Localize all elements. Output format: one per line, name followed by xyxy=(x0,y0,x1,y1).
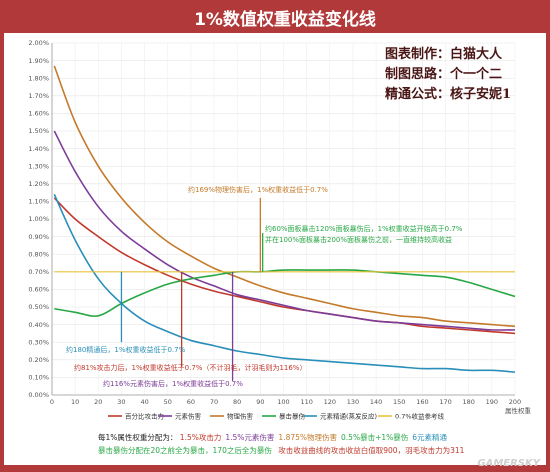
y-tick-label: 1.60% xyxy=(28,110,49,118)
x-tick-label: 40 xyxy=(140,398,148,406)
footer-line-1: 每1%属性权重分配为： 1.5%攻击力 1.5%元素伤害 1.875%物理伤害 0.5… xyxy=(98,432,448,442)
y-tick-label: 0.60% xyxy=(28,286,49,294)
footer-item: 0.5%暴击+1%暴伤 xyxy=(341,432,408,442)
y-tick-label: 1.10% xyxy=(28,198,49,206)
annotation-4: 约81%攻击力后，1%权重收益低于0.7%（不计羽毛，计羽毛则为116%） xyxy=(74,363,306,372)
y-tick-label: 0.00% xyxy=(28,391,49,399)
y-tick-label: 0.40% xyxy=(28,321,49,329)
y-tick-label: 1.80% xyxy=(28,74,49,82)
x-tick-label: 130 xyxy=(347,398,359,406)
annotation-layer: 约169%物理伤害后，1%权重收益低于0.7% 约60%面板暴击120%面板暴伤后… xyxy=(66,185,463,388)
x-tick-label: 110 xyxy=(300,398,312,406)
legend-label: 元素精通(蒸发反应) xyxy=(320,411,377,420)
x-tick-label: 120 xyxy=(324,398,336,406)
x-tick-label: 150 xyxy=(393,398,405,406)
x-tick-label: 140 xyxy=(370,398,382,406)
y-tick-label: 1.50% xyxy=(28,127,49,135)
series-line-2 xyxy=(53,65,516,328)
series-line-1 xyxy=(53,130,516,331)
y-tick-label: 2.00% xyxy=(28,39,49,47)
footer-atk-note: 攻击收益曲线的攻击收益白值取900，羽毛攻击力为311 xyxy=(278,445,464,455)
y-tick-label: 1.90% xyxy=(28,57,49,65)
y-tick-label: 0.10% xyxy=(28,374,49,382)
footer-crit-note: 暴击暴伤分配在20之前全为暴击，170之后全为暴伤 xyxy=(98,445,272,455)
credit-line-1: 图表制作：白猫大人 xyxy=(385,46,503,62)
series-line-4 xyxy=(53,194,516,373)
y-tick-label: 1.40% xyxy=(28,145,49,153)
series-line-3 xyxy=(54,269,516,317)
chart-legend: 百分比攻击力 元素伤害 物理伤害 暴击暴伤 元素精通(蒸发反应) 0.7%收益参考线 xyxy=(108,411,445,420)
marker-layer xyxy=(120,197,264,381)
footer-item: 1.5%元素伤害 xyxy=(225,432,275,442)
annotation-0: 约169%物理伤害后，1%权重收益低于0.7% xyxy=(188,185,328,194)
series-layer xyxy=(53,65,516,373)
y-tick-label: 1.20% xyxy=(28,180,49,188)
credits-block: 图表制作：白猫大人 制图思路：个一个二 精通公式：核子安妮1 xyxy=(385,46,511,102)
series-line-0 xyxy=(53,197,516,335)
footer-prefix: 每1%属性权重分配为： xyxy=(98,432,177,442)
x-tick-label: 170 xyxy=(439,398,451,406)
y-tick-label: 0.20% xyxy=(28,356,49,364)
x-tick-label: 50 xyxy=(164,398,172,406)
y-tick-label: 0.50% xyxy=(28,303,49,311)
annotation-5: 约116%元素伤害后，1%权重收益低于0.7% xyxy=(103,379,243,388)
y-tick-label: 0.90% xyxy=(28,233,49,241)
x-tick-label: 100 xyxy=(277,398,289,406)
x-tick-label: 160 xyxy=(416,398,428,406)
x-tick-label: 180 xyxy=(462,398,474,406)
legend-label: 0.7%收益参考线 xyxy=(395,411,445,420)
footer-items: 1.5%攻击力 1.5%元素伤害 1.875%物理伤害 0.5%暴击+1%暴伤 6元素精… xyxy=(180,432,448,442)
y-tick-label: 1.70% xyxy=(28,92,49,100)
legend-label: 百分比攻击力 xyxy=(125,411,164,420)
footer-item: 6元素精通 xyxy=(412,432,447,442)
legend-label: 元素伤害 xyxy=(175,411,202,420)
annotation-2: 并在100%面板暴击200%面板暴伤之前，一直维持较高收益 xyxy=(265,235,452,244)
y-tick-label: 1.30% xyxy=(28,162,49,170)
credit-line-2: 制图思路：个一个二 xyxy=(385,66,502,82)
chart-title: 1%数值权重收益变化线 xyxy=(194,9,376,30)
annotation-1: 约60%面板暴击120%面板暴伤后，1%权重收益开始高于0.7% xyxy=(265,224,463,233)
x-tick-label: 70 xyxy=(210,398,218,406)
y-tick-label: 0.70% xyxy=(28,268,49,276)
y-tick-label: 0.30% xyxy=(28,338,49,346)
x-tick-label: 30 xyxy=(117,398,125,406)
footer-item: 1.875%物理伤害 xyxy=(278,432,337,442)
footer-item: 1.5%攻击力 xyxy=(180,432,222,442)
x-tick-label: 60 xyxy=(187,398,195,406)
legend-label: 物理伤害 xyxy=(227,411,254,420)
x-tick-label: 20 xyxy=(94,398,102,406)
y-tick-label: 0.80% xyxy=(28,250,49,258)
x-axis-label: 属性权重 xyxy=(505,406,532,415)
annotation-3: 约180精通后，1%权重收益低于0.7% xyxy=(66,345,186,354)
footer-line-2: 暴击暴伤分配在20之前全为暴击，170之后全为暴伤 攻击收益曲线的攻击收益白值取… xyxy=(98,445,465,455)
x-tick-label: 190 xyxy=(486,398,498,406)
watermark: GAMERSKY xyxy=(477,458,541,469)
y-tick-label: 1.00% xyxy=(28,215,49,223)
x-tick-label: 80 xyxy=(233,398,241,406)
x-tick-label: 10 xyxy=(71,398,79,406)
x-tick-label: 90 xyxy=(256,398,264,406)
footer-block: 每1%属性权重分配为： 1.5%攻击力 1.5%元素伤害 1.875%物理伤害 0.5… xyxy=(98,432,465,455)
credit-line-3: 精通公式：核子安妮1 xyxy=(385,86,511,102)
chart-card xyxy=(4,33,546,465)
x-tick-label: 200 xyxy=(509,398,521,406)
legend-label: 暴击暴伤 xyxy=(279,411,306,420)
x-tick-label: 0 xyxy=(50,398,54,406)
